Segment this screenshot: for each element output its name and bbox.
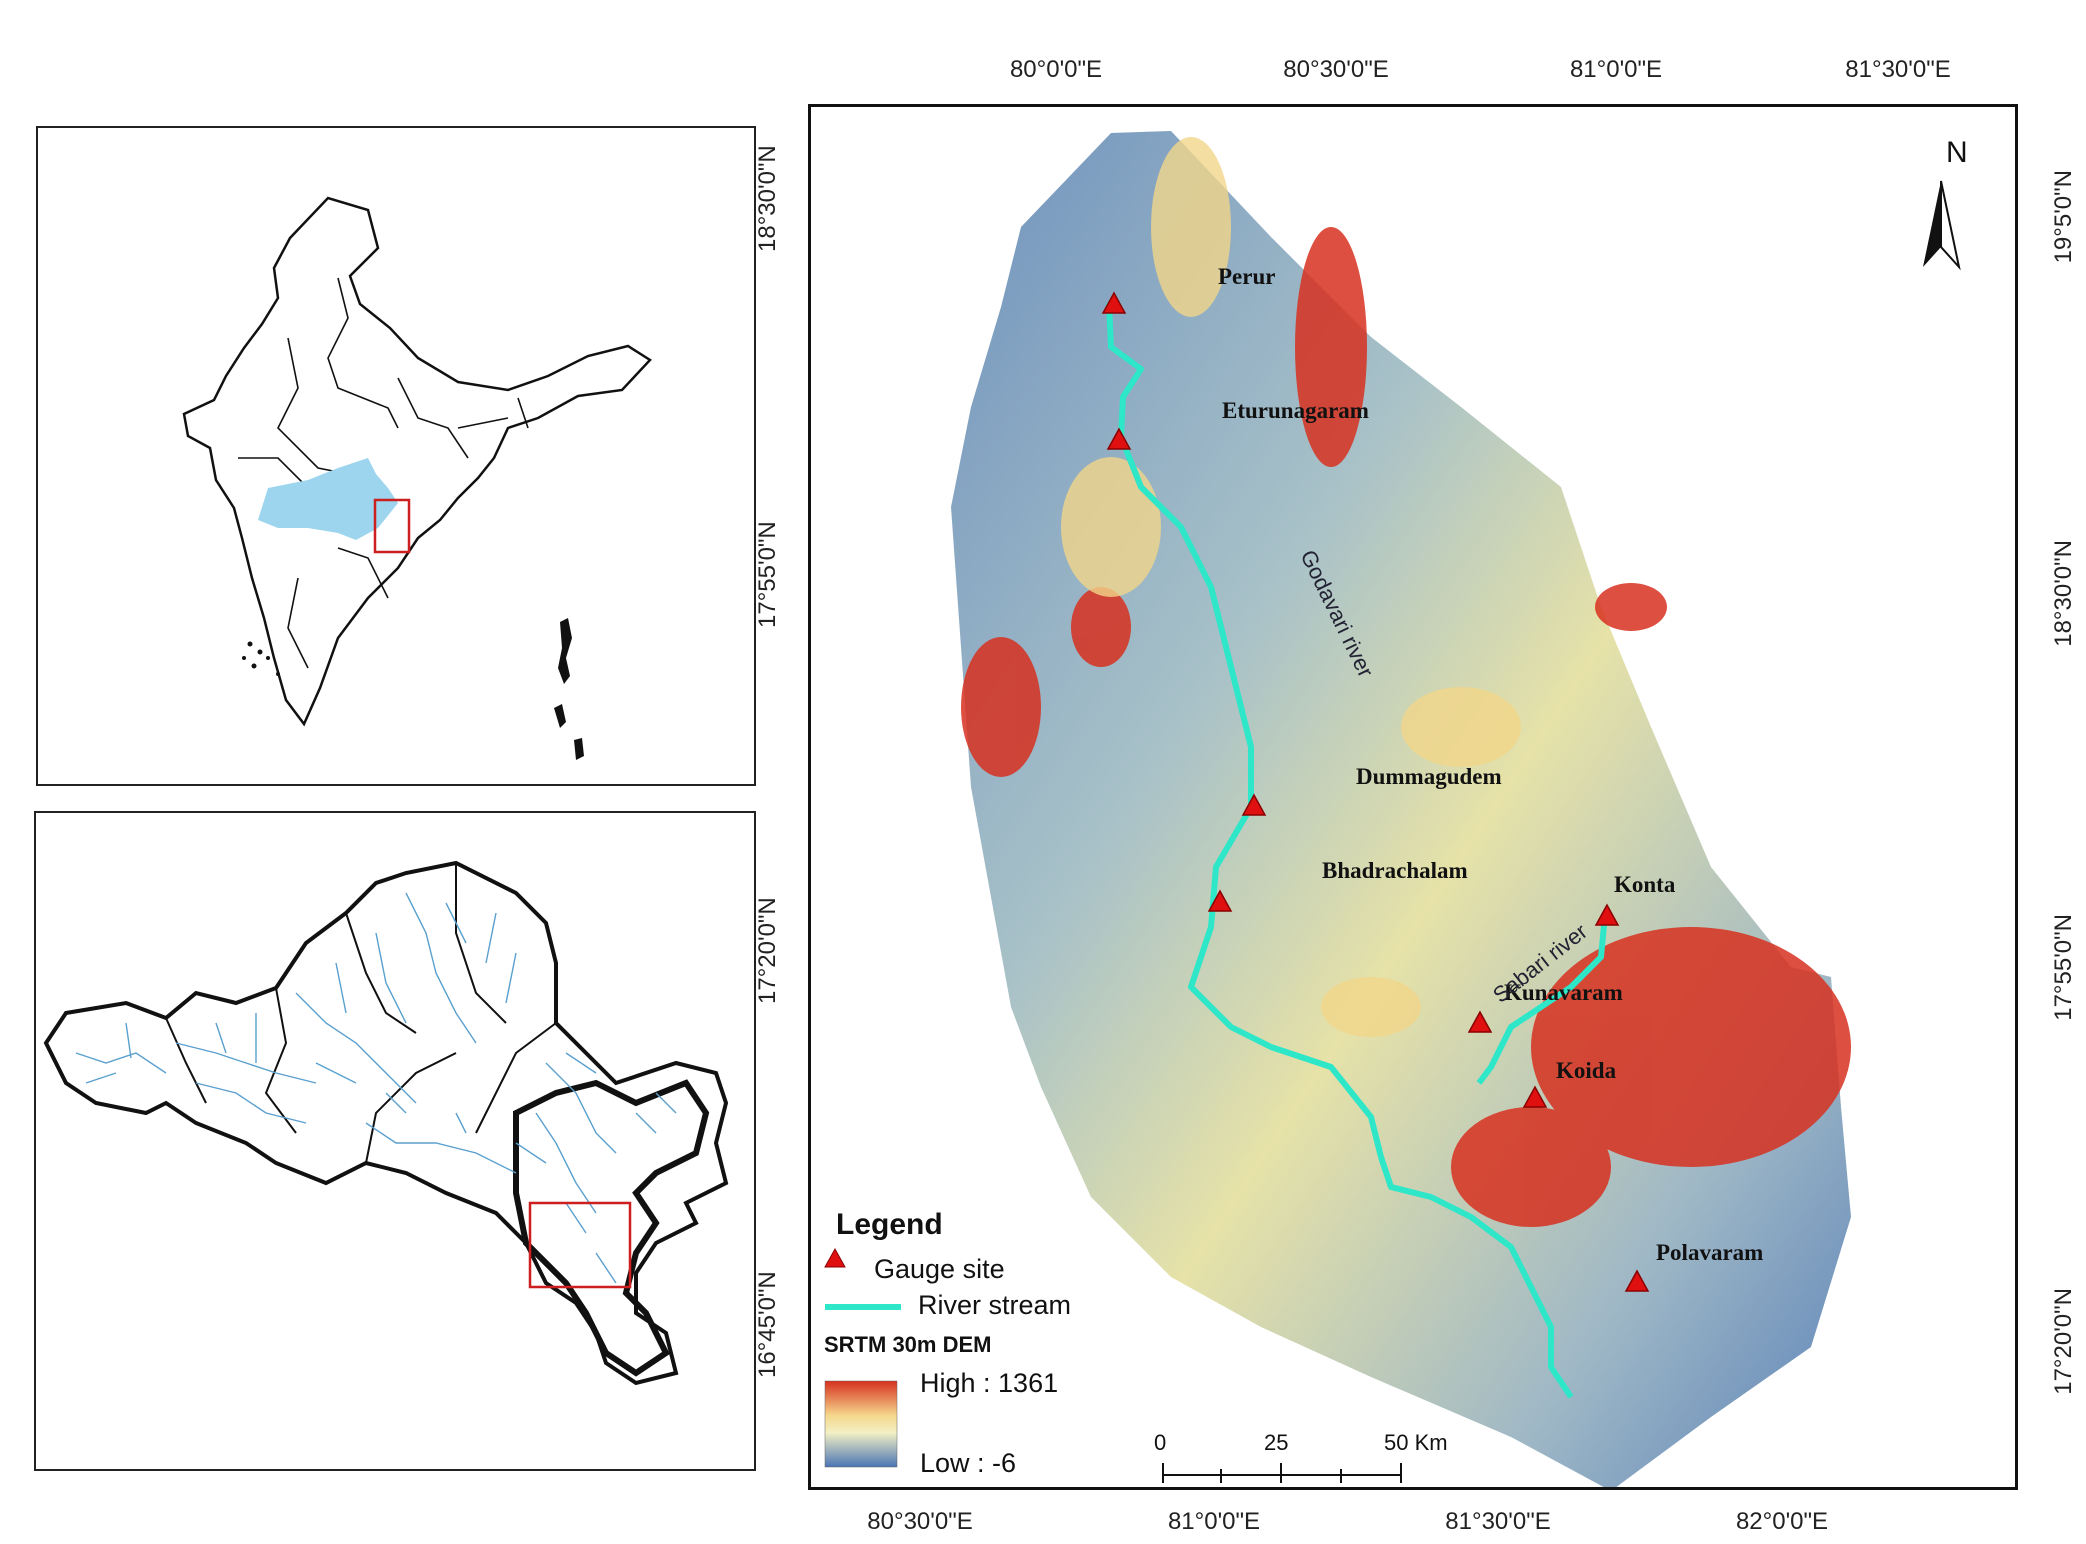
gauge-polavaram xyxy=(1624,1269,1650,1292)
tick-bottom-1: 80°30'0"E xyxy=(867,1508,973,1535)
site-label-koida: Koida xyxy=(1556,1058,1617,1083)
scale-label-0: 0 xyxy=(1154,1430,1167,1455)
dem-map xyxy=(824,131,1961,1487)
tick-top-3: 81°0'0"E xyxy=(1569,56,1663,83)
tick-top-1: 80°0'0"E xyxy=(1009,56,1103,83)
site-label-perur: Perur xyxy=(1218,264,1276,289)
legend-high-label: High : 1361 xyxy=(920,1368,1059,1398)
tick-left-2: 17°55'0"N xyxy=(754,521,781,628)
tick-right-3: 17°55'0"N xyxy=(2050,914,2077,1021)
legend-stream-label: River stream xyxy=(918,1290,1072,1320)
gauge-perur xyxy=(1101,291,1127,314)
study-area-box xyxy=(528,1201,632,1289)
legend-dem-ramp xyxy=(824,1380,898,1468)
legend-title: Legend xyxy=(836,1208,943,1241)
site-label-polavaram: Polavaram xyxy=(1656,1240,1764,1265)
tick-left-1: 18°30'0"N xyxy=(754,145,781,252)
basin-outline xyxy=(43,860,729,1386)
basin-inset-map xyxy=(34,811,756,1471)
tick-left-3: 17°20'0"N xyxy=(754,897,781,1004)
scale-bar xyxy=(1162,1463,1402,1483)
site-label-eturunagaram: Eturunagaram xyxy=(1222,398,1369,423)
gauge-dummagudem xyxy=(1241,793,1267,816)
tick-bottom-3: 81°30'0"E xyxy=(1445,1508,1551,1535)
scale-label-25: 25 xyxy=(1264,1430,1289,1455)
site-label-dummagudem: Dummagudem xyxy=(1356,764,1502,789)
site-label-kunavaram: Kunavaram xyxy=(1504,980,1623,1005)
tick-top-4: 81°30'0"E xyxy=(1845,56,1951,83)
legend-gauge-swatch xyxy=(824,1247,846,1268)
godavari-river-line xyxy=(1106,302,1574,1399)
north-label: N xyxy=(1946,136,1968,169)
godavari-basin-highlight xyxy=(258,458,398,540)
dem-map-frame xyxy=(808,104,2018,1490)
site-label-konta: Konta xyxy=(1614,872,1676,897)
scale-label-50: 50 Km xyxy=(1384,1430,1448,1455)
legend-box: Legend Gauge site River stream SRTM 30m … xyxy=(820,1200,1140,1490)
sabari-river-line xyxy=(1476,914,1608,1085)
tick-right-4: 17°20'0"N xyxy=(2050,1288,2077,1395)
gauge-kunavaram xyxy=(1467,1010,1493,1033)
tick-bottom-2: 81°0'0"E xyxy=(1167,1508,1261,1535)
gauge-koida xyxy=(1522,1085,1548,1108)
north-arrow-icon xyxy=(1923,180,1961,271)
gauge-konta xyxy=(1594,903,1620,926)
study-area-box xyxy=(373,498,411,554)
site-label-bhadrachalam: Bhadrachalam xyxy=(1322,858,1468,883)
tick-bottom-4: 82°0'0"E xyxy=(1735,1508,1829,1535)
tick-left-4: 16°45'0"N xyxy=(754,1271,781,1378)
tick-right-1: 19°5'0"N xyxy=(2050,170,2077,264)
india-inset-map xyxy=(36,126,756,786)
india-outline xyxy=(182,196,652,760)
legend-gauge-label: Gauge site xyxy=(874,1254,1005,1284)
legend-low-label: Low : -6 xyxy=(920,1448,1017,1478)
gauge-eturunagaram xyxy=(1106,427,1132,450)
tick-top-2: 80°30'0"E xyxy=(1283,56,1389,83)
tick-right-2: 18°30'0"N xyxy=(2050,540,2077,647)
gauge-bhadrachalam xyxy=(1207,889,1233,912)
legend-dem-title: SRTM 30m DEM xyxy=(824,1332,992,1357)
